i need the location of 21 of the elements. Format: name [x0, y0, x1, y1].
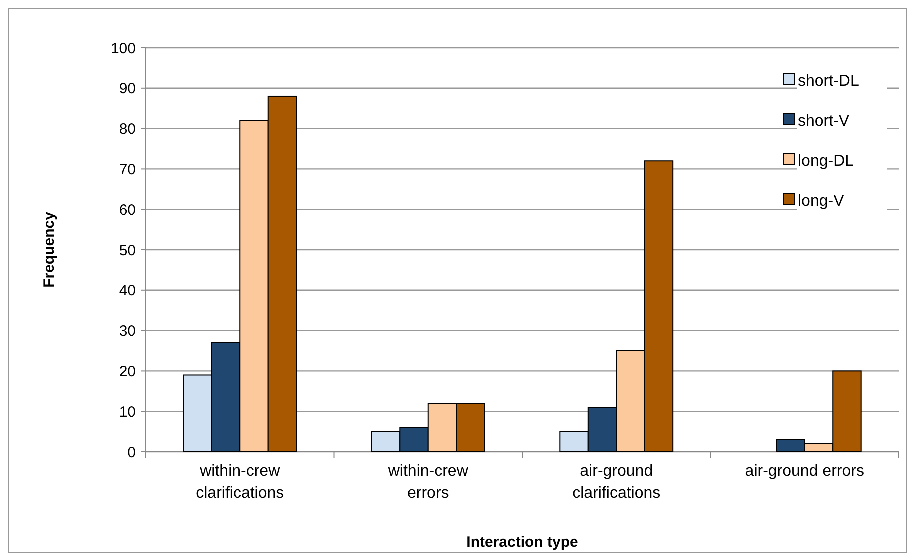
y-tick-label: 10 [119, 404, 136, 421]
x-axis-title: Interaction type [466, 534, 578, 551]
y-tick-label: 50 [119, 242, 136, 260]
y-tick-label: 100 [110, 40, 136, 58]
y-tick-label: 40 [119, 282, 136, 300]
legend-label: short-DL [798, 73, 860, 90]
y-tick-label: 60 [119, 202, 136, 219]
y-tick-label: 30 [119, 323, 136, 340]
legend-label: short-V [798, 113, 850, 130]
legend-label: long-V [798, 193, 845, 210]
y-tick-label: 0 [128, 444, 136, 462]
x-tick-label: air-ground clarifications [572, 463, 661, 502]
x-tick-label: within-crew errors [387, 463, 469, 502]
y-tick-label: 80 [119, 121, 136, 138]
y-tick-label: 90 [119, 80, 136, 98]
x-tick-label: within-crew clarifications [196, 463, 284, 502]
legend-label: long-DL [798, 153, 854, 170]
y-axis-title: Frequency [41, 211, 58, 288]
x-tick-label: air-ground errors [745, 463, 864, 480]
y-tick-label: 70 [119, 161, 136, 178]
y-tick-label: 20 [119, 363, 136, 380]
